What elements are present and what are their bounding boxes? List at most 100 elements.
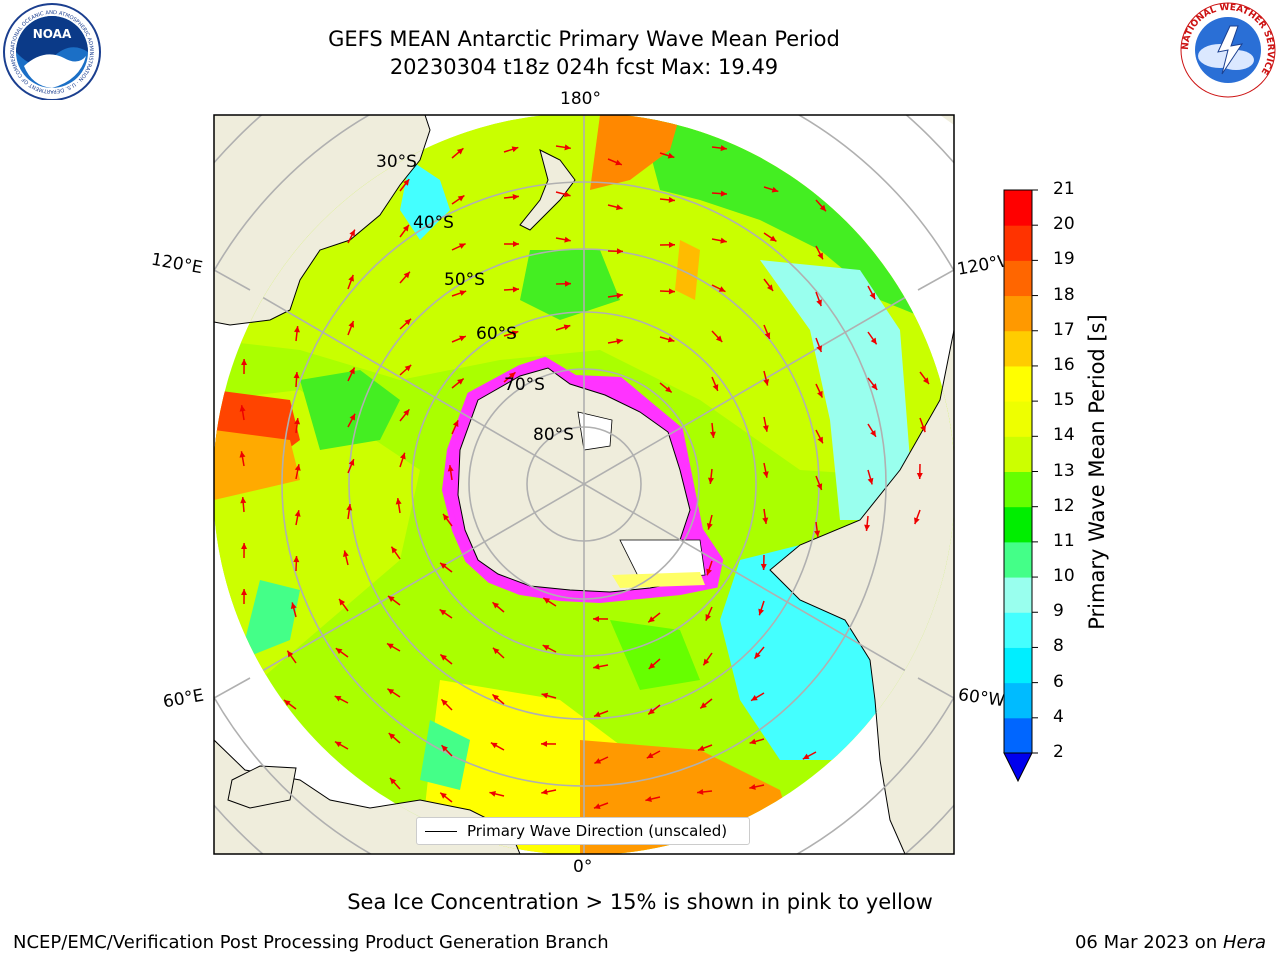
wave-direction-arrow-head (920, 425, 926, 433)
wave-direction-arrow-head (403, 179, 410, 186)
wave-direction-arrow-head (391, 546, 398, 554)
colorbar-extend-arrow (1003, 752, 1033, 783)
wave-direction-arrow-head (697, 788, 704, 795)
wave-direction-arrow-head (616, 248, 623, 255)
sea-ice-yellow (612, 572, 705, 588)
wave-direction-arrow-head (542, 645, 550, 651)
weddell-ice-shelf (619, 539, 706, 581)
map-legend: Primary Wave Direction (unscaled) (416, 817, 750, 845)
wave-direction-arrow-head (715, 335, 723, 342)
wave-direction-arrow-head (388, 733, 396, 740)
colorbar-tick-label: 10 (1053, 566, 1075, 587)
lon-label-bottom: 0° (573, 857, 593, 877)
wave-direction-arrow-head (764, 332, 771, 339)
footer-right: 06 Mar 2023 on Hera (1075, 932, 1266, 953)
colorbar-tick-label: 21 (1053, 179, 1075, 199)
wave-direction-arrow-head (593, 711, 601, 718)
colorbar-segment (1004, 225, 1032, 261)
sea-ice-caption: Sea Ice Concentration > 15% is shown in … (347, 890, 933, 914)
colorbar-segment (1004, 436, 1032, 472)
wave-direction-arrow-head (712, 384, 719, 391)
wave-direction-arrow-head (706, 522, 713, 530)
wave-direction-arrow-head (335, 648, 343, 655)
colorbar-segment (1004, 541, 1032, 578)
wave-direction-arrow-head (404, 364, 412, 372)
footer-date: 06 Mar 2023 on (1074, 932, 1223, 953)
wave-direction-arrow-head (239, 405, 246, 412)
wave-direction-arrow-head (348, 321, 355, 328)
wave-direction-arrow-head (456, 148, 464, 155)
wave-direction-arrow-head (342, 550, 349, 557)
wave-direction-arrow-head (767, 284, 774, 291)
footer-machine: Hera (1222, 932, 1266, 953)
colorbar-segment (1004, 471, 1032, 508)
wave-direction-arrow-head (346, 504, 353, 511)
colorbar-segment (1004, 260, 1032, 297)
wave-direction-arrow-head (294, 326, 300, 333)
wave-direction-arrow-head (492, 694, 499, 701)
graticule (214, 115, 954, 854)
wave-direction-arrow-head (512, 241, 519, 248)
wave-direction-arrow-head (458, 243, 466, 249)
wave-direction-arrow-head (593, 663, 600, 670)
wave-direction-arrow-head (697, 745, 705, 751)
colorbar-tick-label: 15 (1053, 390, 1075, 411)
wave-direction-arrow-head (348, 274, 354, 282)
wave-direction-arrow-head (864, 524, 871, 531)
wave-direction-arrow-head (615, 159, 622, 166)
wave-direction-arrow-head (668, 288, 675, 295)
wave-direction-arrow-head (399, 452, 406, 460)
wave-direction-arrow-head (459, 290, 467, 296)
wave-direction-arrow-head (241, 359, 248, 366)
wave-direction-arrow-head (349, 413, 356, 421)
wave-direction-arrow-head (593, 803, 601, 809)
wave-direction-arrow-head (708, 477, 714, 484)
lat-label-30s: 30°S (376, 152, 417, 172)
colorbar-tick-label: 11 (1053, 530, 1075, 551)
wave-direction-arrow-head (241, 543, 248, 550)
lat-label-40s: 40°S (413, 213, 454, 233)
wave-direction-arrow-head (447, 465, 454, 472)
wave-direction-arrow-head (387, 688, 395, 695)
colorbar-segment (1004, 717, 1032, 754)
wave-direction-arrow-head (709, 431, 716, 438)
wave-direction-arrow-head (440, 654, 447, 661)
wave-direction-arrow-head (706, 568, 712, 576)
wave-direction-arrow-head (284, 699, 291, 706)
colorbar-segment (1004, 506, 1032, 543)
lat-label-70s: 70°S (504, 375, 545, 395)
wave-direction-arrow-head (294, 510, 301, 517)
legend-line-sample (425, 830, 457, 832)
colorbar-tick-label: 2 (1053, 742, 1064, 762)
wave-direction-arrow-head (443, 513, 450, 521)
wave-direction-arrow-head (720, 145, 727, 152)
wave-direction-arrow-head (593, 615, 600, 622)
nws-logo: NATIONAL WEATHER SERVICE (1180, 2, 1276, 98)
wave-direction-arrow-head (922, 377, 929, 385)
wave-direction-arrow-head (334, 696, 342, 702)
chart-subtitle: 20230304 t18z 024h fcst Max: 19.49 (389, 55, 779, 79)
wave-direction-arrow-head (541, 740, 548, 747)
wave-direction-arrow-head (668, 196, 675, 203)
wave-direction-arrow-head (749, 783, 756, 790)
wave-direction-arrow-head (817, 252, 823, 260)
colorbar-tick-label: 6 (1053, 671, 1064, 692)
wave-direction-arrow-head (754, 652, 761, 659)
wave-direction-arrow-head (646, 752, 654, 759)
colorbar-tick-label: 17 (1053, 319, 1075, 340)
wave-direction-arrow-head (668, 241, 675, 248)
colorbar-tick-label: 8 (1053, 636, 1064, 657)
colorbar-tick-label: 13 (1053, 460, 1075, 481)
wave-direction-arrow-head (541, 788, 548, 795)
wave-direction-arrow-head (241, 589, 248, 596)
colorbar-tick-label: 12 (1053, 495, 1075, 516)
colorbar-title: Primary Wave Mean Period [s] (1085, 314, 1109, 630)
wave-direction-arrow-head (403, 271, 410, 279)
wave-direction-arrow-head (349, 367, 355, 375)
wave-direction-arrow-head (817, 390, 823, 398)
colorbar-tick-label: 19 (1053, 249, 1075, 270)
wave-direction-arrow-head (489, 790, 496, 797)
chart-title: GEFS MEAN Antarctic Primary Wave Mean Pe… (328, 27, 840, 51)
wave-direction-arrow-head (543, 597, 551, 604)
wave-direction-arrow-head (616, 204, 623, 211)
